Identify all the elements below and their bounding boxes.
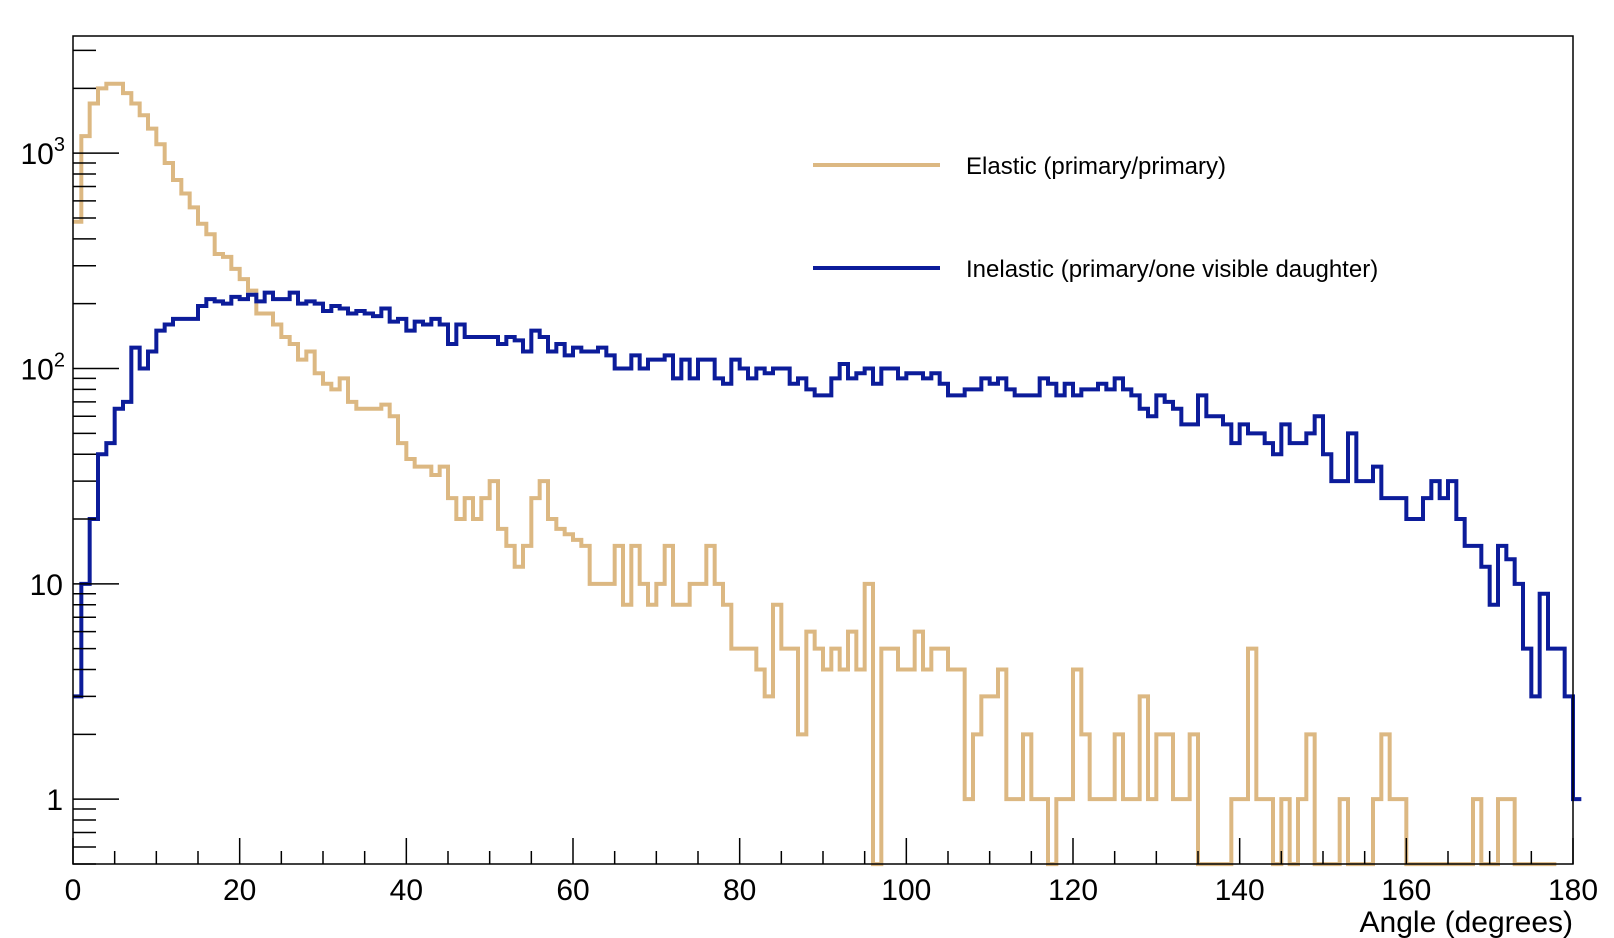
y-tick-label: 10 [30,569,63,602]
x-tick-label: 100 [881,874,931,907]
x-tick-label: 60 [556,874,589,907]
legend-label-elastic: Elastic (primary/primary) [966,153,1226,180]
x-tick-label: 40 [390,874,423,907]
y-tick-label: 103 [21,134,66,171]
legend: Elastic (primary/primary) Inelastic (prim… [813,153,1378,283]
x-tick-label: 160 [1381,874,1431,907]
x-axis-title: Angle (degrees) [1360,906,1573,938]
x-tick-label: 180 [1548,874,1598,907]
x-tick-label: 0 [65,874,82,907]
x-tick-label: 140 [1215,874,1265,907]
y-tick-label: 102 [21,349,66,386]
x-axis-ticks: 0 20 40 60 80 100 120 140 160 180 [65,838,1598,907]
x-tick-label: 80 [723,874,756,907]
legend-label-inelastic: Inelastic (primary/one visible daughter) [966,256,1378,283]
x-tick-label: 20 [223,874,256,907]
series-lines [73,81,1582,867]
y-axis-ticks: 1 10 102 103 [21,49,119,865]
series-line-elastic [73,81,1557,867]
y-tick-label: 1 [46,784,63,817]
series-line-inelastic [73,290,1582,802]
x-tick-label: 120 [1048,874,1098,907]
